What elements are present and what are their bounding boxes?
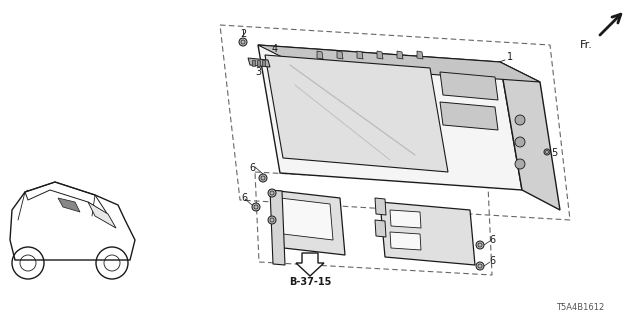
Polygon shape	[377, 51, 383, 59]
Polygon shape	[248, 58, 270, 67]
Polygon shape	[380, 202, 475, 265]
Polygon shape	[390, 232, 421, 250]
Circle shape	[544, 149, 550, 155]
Polygon shape	[317, 51, 323, 59]
Text: 4: 4	[272, 44, 278, 54]
Polygon shape	[262, 60, 265, 66]
Text: T5A4B1612: T5A4B1612	[556, 303, 604, 313]
Polygon shape	[257, 60, 260, 66]
Polygon shape	[337, 51, 343, 59]
Circle shape	[515, 137, 525, 147]
Circle shape	[239, 38, 247, 46]
Polygon shape	[252, 60, 255, 66]
Text: B-37-15: B-37-15	[289, 277, 331, 287]
Polygon shape	[390, 210, 421, 228]
Circle shape	[515, 115, 525, 125]
Circle shape	[476, 241, 484, 249]
Polygon shape	[375, 198, 386, 215]
Text: 5: 5	[551, 148, 557, 158]
Circle shape	[252, 203, 260, 211]
Circle shape	[268, 216, 276, 224]
Polygon shape	[417, 51, 423, 59]
Text: 1: 1	[507, 52, 513, 62]
Polygon shape	[270, 190, 285, 265]
Circle shape	[268, 189, 276, 197]
Circle shape	[476, 262, 484, 270]
Polygon shape	[258, 45, 522, 190]
Text: 6: 6	[489, 256, 495, 266]
Circle shape	[515, 159, 525, 169]
Polygon shape	[88, 202, 116, 228]
Polygon shape	[296, 253, 324, 276]
Text: 6: 6	[489, 235, 495, 245]
Text: 6: 6	[241, 193, 247, 203]
Text: 6: 6	[249, 163, 255, 173]
Polygon shape	[265, 55, 448, 172]
Circle shape	[259, 174, 267, 182]
Polygon shape	[357, 51, 363, 59]
Polygon shape	[270, 190, 345, 255]
Polygon shape	[258, 45, 540, 82]
Polygon shape	[397, 51, 403, 59]
Polygon shape	[500, 62, 560, 210]
Text: 2: 2	[240, 29, 246, 39]
Polygon shape	[440, 102, 498, 130]
Polygon shape	[440, 72, 498, 100]
Text: Fr.: Fr.	[580, 40, 593, 50]
Text: 3: 3	[255, 67, 261, 77]
Polygon shape	[58, 198, 80, 212]
Polygon shape	[375, 220, 386, 237]
Polygon shape	[280, 198, 333, 240]
